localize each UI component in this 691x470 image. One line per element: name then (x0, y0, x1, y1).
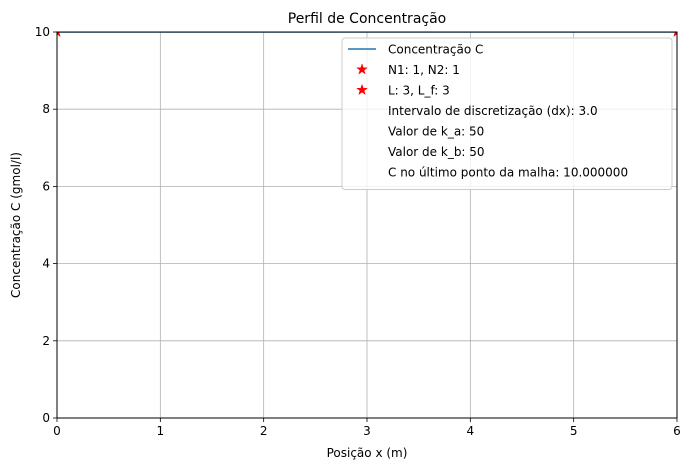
y-axis-ticks: 0 2 4 6 8 10 (35, 25, 57, 425)
legend-star-swatch (356, 63, 368, 75)
y-tick-label: 0 (42, 411, 50, 425)
legend-label: C no último ponto da malha: 10.000000 (388, 166, 628, 180)
x-tick-label: 6 (673, 424, 681, 438)
series-clip-group (57, 32, 677, 38)
legend-label: L: 3, L_f: 3 (388, 84, 450, 98)
y-tick-label: 6 (42, 179, 50, 193)
legend-entry: L: 3, L_f: 3 (356, 83, 450, 98)
x-tick-label: 3 (363, 424, 371, 438)
legend-entry: Intervalo de discretização (dx): 3.0 (388, 104, 598, 118)
scatter-star-point (57, 32, 61, 38)
x-tick-label: 0 (53, 424, 61, 438)
y-axis-label: Concentração C (gmol/l) (9, 152, 23, 298)
chart-title: Perfil de Concentração (288, 11, 446, 27)
y-tick-label: 10 (35, 25, 50, 39)
x-axis-label: Posição x (m) (327, 446, 408, 460)
y-tick-label: 8 (42, 102, 50, 116)
legend-entry: Valor de k_b: 50 (388, 145, 485, 159)
legend-entry: Valor de k_a: 50 (388, 125, 484, 139)
legend-entry: C no último ponto da malha: 10.000000 (388, 166, 628, 180)
x-tick-label: 1 (157, 424, 165, 438)
legend-label: N1: 1, N2: 1 (388, 63, 460, 77)
scatter-star-point (673, 32, 677, 38)
legend-label: Valor de k_a: 50 (388, 125, 484, 139)
x-tick-label: 5 (570, 424, 578, 438)
legend-entry: Concentração C (348, 43, 483, 57)
legend-star-swatch (356, 83, 368, 96)
x-axis-ticks: 0 1 2 3 4 5 6 (53, 418, 681, 438)
y-tick-label: 4 (42, 257, 50, 271)
x-tick-label: 2 (260, 424, 268, 438)
legend: Concentração C N1: 1, N2: 1 L: 3, L_f: 3 In… (341, 37, 673, 190)
series-layer (57, 32, 677, 38)
legend-label: Concentração C (388, 43, 483, 57)
legend-box (341, 37, 673, 190)
legend-label: Intervalo de discretização (dx): 3.0 (388, 104, 598, 118)
y-tick-label: 2 (42, 334, 50, 348)
x-tick-label: 4 (467, 424, 475, 438)
legend-entry: N1: 1, N2: 1 (356, 63, 460, 77)
legend-label: Valor de k_b: 50 (388, 145, 485, 159)
